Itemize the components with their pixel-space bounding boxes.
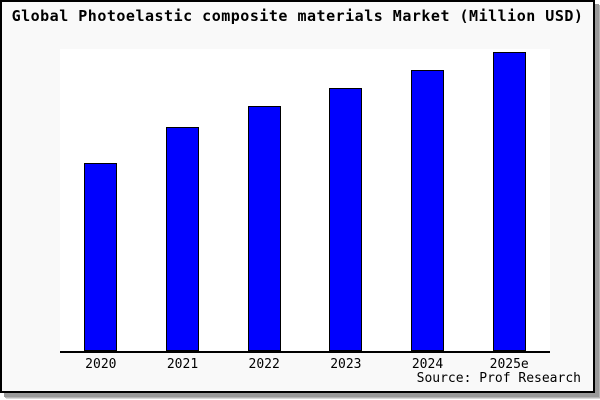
plot-area [60, 49, 550, 353]
bar-2024 [411, 69, 445, 351]
x-tick-label-2024: 2024 [411, 357, 444, 372]
x-tick-label-2022: 2022 [248, 357, 280, 372]
chart-title: Global Photoelastic composite materials … [11, 7, 584, 25]
bar-slot [305, 49, 387, 351]
x-tick-label-2023: 2023 [330, 357, 362, 372]
bar-slot [142, 49, 224, 351]
bar-slot [387, 49, 469, 351]
x-axis-labels: 2020 2021 2022 2023 2024 2025e [60, 357, 550, 372]
bar-slot [468, 49, 550, 351]
bar-2022 [247, 105, 281, 351]
bar-2025e [492, 52, 526, 351]
chart-figure: Global Photoelastic composite materials … [0, 0, 595, 393]
x-tick-label-2025e: 2025e [489, 357, 529, 372]
x-tick-label-2021: 2021 [166, 357, 199, 372]
bar-2020 [84, 162, 118, 351]
source-label: Source: Prof Research [416, 371, 581, 386]
bar-2023 [329, 87, 363, 351]
x-tick-label-2020: 2020 [85, 357, 117, 372]
bars-container [60, 49, 550, 351]
bar-slot [223, 49, 305, 351]
bar-2021 [166, 126, 199, 351]
bar-slot [60, 49, 142, 351]
